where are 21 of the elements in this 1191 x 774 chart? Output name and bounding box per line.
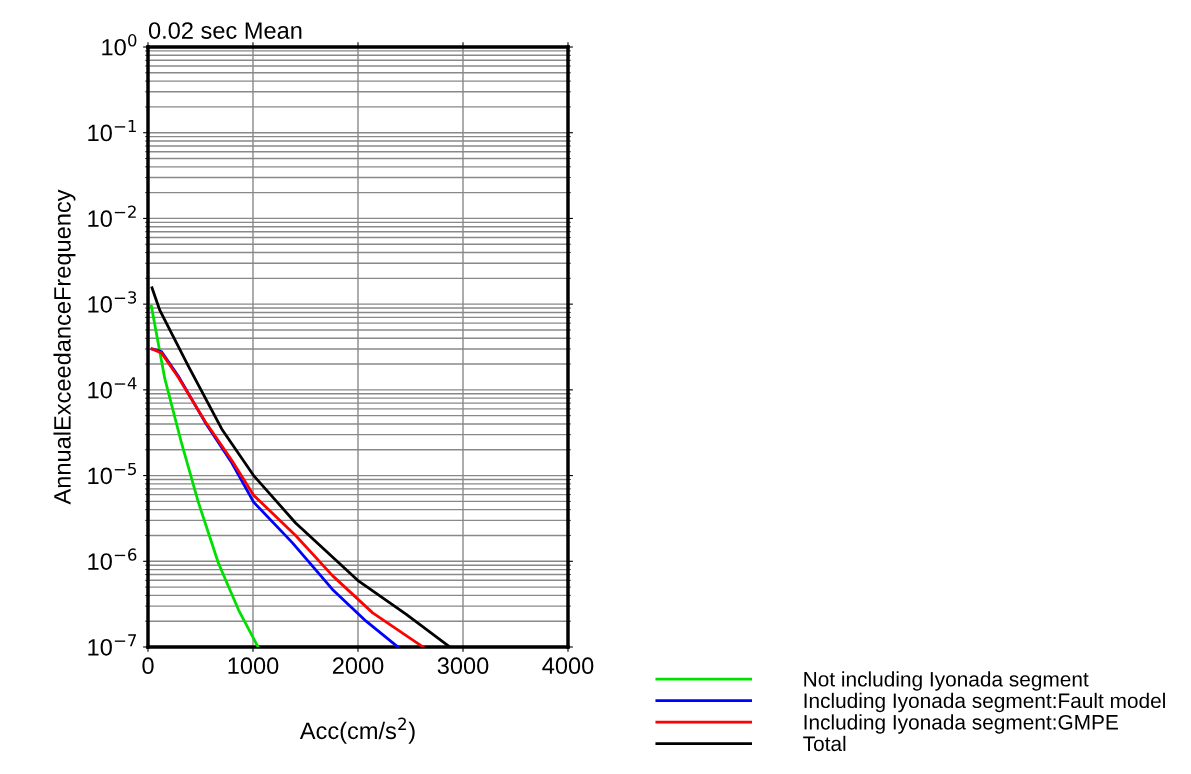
x-tick-label: 0	[142, 657, 154, 675]
x-tick-label: 3000	[437, 657, 489, 675]
y-tick-label: 10$^{0}$	[102, 34, 137, 56]
y-tick-label: 10$^{−6}$	[88, 548, 137, 570]
y-tick-label: 10$^{−5}$	[88, 462, 136, 485]
text: Including Iyonada segment:Fault model	[804, 692, 1165, 713]
x-tick-label: 1000	[228, 657, 279, 675]
text: Not including Iyonada segment	[804, 671, 1089, 691]
x-axis-title: Acc(cm/s$^{2}$)	[299, 717, 415, 744]
y-tick-label: 10$^{−7}$	[88, 634, 137, 656]
x-tick-label: 4000	[542, 657, 594, 675]
y-tick-label: 10$^{−4}$	[88, 377, 137, 399]
y-tick-label: 10$^{−3}$	[88, 291, 137, 313]
chart-title: 0.02 sec Mean	[148, 22, 302, 39]
text: Total	[803, 735, 846, 752]
text: Including Iyonada segment:GMPE	[804, 714, 1118, 734]
y-axis-title: AnnualExceedanceFrequency	[53, 189, 76, 505]
line-series	[149, 304, 260, 647]
y-tick-label: 10$^{−2}$	[88, 205, 136, 228]
x-tick-label: 2000	[332, 657, 384, 675]
y-tick-label: 10$^{−1}$	[88, 120, 136, 142]
